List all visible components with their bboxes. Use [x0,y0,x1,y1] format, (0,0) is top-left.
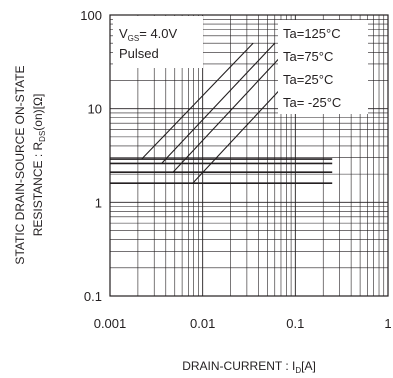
y-tick-label: 1 [95,195,102,210]
x-tick-label: 1 [384,316,391,331]
series-line-rising-1 [161,42,276,164]
temperature-legend: Ta=125°C Ta=75°C Ta=25°C Ta= -25°C [278,20,368,114]
y-axis-label-line1: STATIC DRAIN-SOURCE ON-STATE [13,65,27,264]
pulsed-condition: Pulsed [119,46,159,61]
conditions-box: VGS= 4.0V Pulsed [113,16,203,68]
legend-item-125: Ta=125°C [283,26,341,41]
legend-item-75: Ta=75°C [283,49,333,64]
y-axis-label: STATIC DRAIN-SOURCE ON-STATE RESISTANCE … [13,65,47,264]
legend-background [278,20,368,114]
legend-item-minus25: Ta= -25°C [283,95,341,110]
y-tick-label: 10 [88,102,102,117]
conditions-background [113,16,203,68]
series-group [110,42,333,185]
y-tick-label: 100 [80,8,102,23]
y-axis-label-line2: RESISTANCE : RDS(on)[Ω] [31,94,47,237]
vgs-condition: VGS= 4.0V [119,26,178,43]
x-axis-label: DRAIN-CURRENT : ID[A] [182,359,316,375]
y-tick-labels: 0.1 1 10 100 [80,8,102,304]
series-line-rising-2 [172,42,294,173]
series-line-rising-0 [141,42,254,160]
x-tick-label: 0.01 [190,316,215,331]
y-tick-label: 0.1 [84,289,102,304]
x-tick-labels: 0.001 0.01 0.1 1 [94,316,392,331]
x-tick-label: 0.001 [94,316,127,331]
x-tick-label: 0.1 [286,316,304,331]
plot-frame [109,14,389,297]
legend-item-25: Ta=25°C [283,72,333,87]
